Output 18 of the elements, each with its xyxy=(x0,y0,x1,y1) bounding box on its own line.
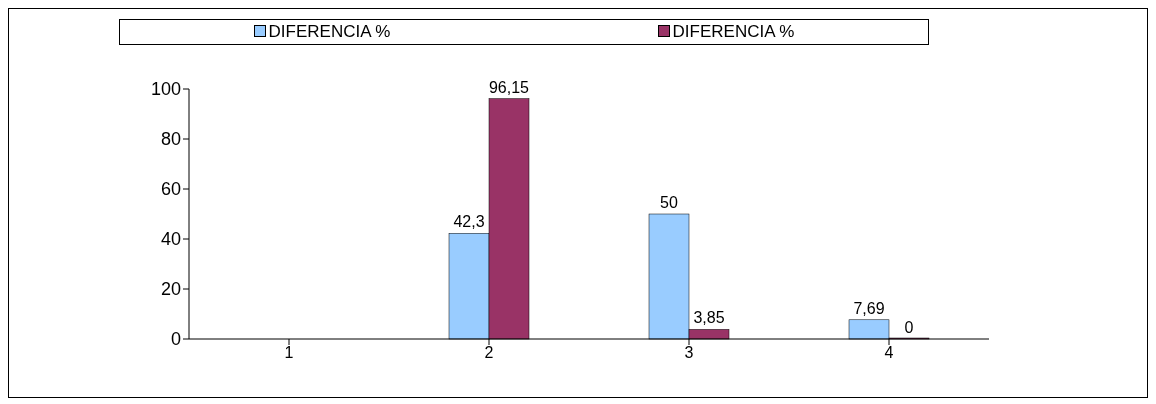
x-tick-label: 3 xyxy=(684,344,694,362)
data-label: 7,69 xyxy=(853,299,885,317)
y-tick-label: 100 xyxy=(150,79,181,100)
data-label: 3,85 xyxy=(693,309,725,327)
y-tick-label: 20 xyxy=(160,279,181,300)
x-tick-label: 2 xyxy=(484,344,494,362)
y-tick-label: 40 xyxy=(160,229,181,250)
y-tick-label: 60 xyxy=(160,179,181,200)
y-tick-label: 80 xyxy=(160,129,181,150)
x-tick-label: 1 xyxy=(284,344,294,362)
legend-label: DIFERENCIA % xyxy=(267,22,391,42)
y-tick-label: 0 xyxy=(170,329,181,350)
x-tick-label: 4 xyxy=(884,344,894,362)
data-label: 96,15 xyxy=(488,78,530,96)
data-label: 50 xyxy=(660,194,678,211)
legend-label: DIFERENCIA % xyxy=(671,22,795,42)
data-label: 42,3 xyxy=(453,213,485,231)
data-label: 0 xyxy=(904,319,914,336)
